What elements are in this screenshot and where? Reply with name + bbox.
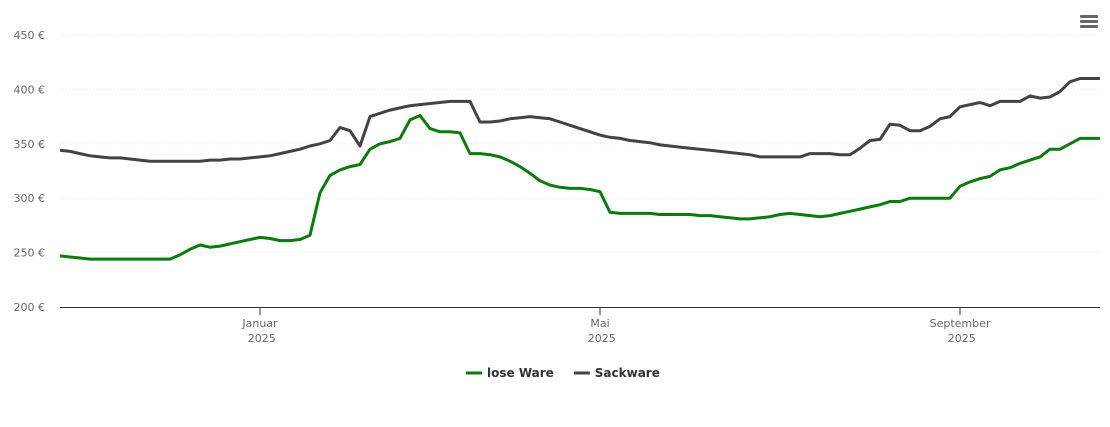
series-line — [59, 114, 1100, 261]
y-tick-label: 450 € — [14, 29, 46, 42]
x-tick-label-part: 2025 — [244, 332, 276, 345]
x-tick-label: Mai 2025 — [584, 317, 616, 345]
y-tick-label: 350 € — [14, 138, 46, 151]
x-tick-label-part: 2025 — [584, 332, 616, 345]
x-tick-label-part: Mai — [590, 317, 609, 330]
x-tick-label-part: September — [930, 317, 991, 330]
menu-icon[interactable] — [1080, 15, 1098, 28]
x-tick-label: September 2025 — [930, 317, 991, 345]
x-tick-label-part: Januar — [241, 317, 278, 330]
legend-item[interactable]: Sackware — [573, 366, 660, 380]
menu-bar[interactable] — [1080, 25, 1098, 28]
y-tick-label: 250 € — [14, 247, 46, 260]
legend-item[interactable]: lose Ware — [466, 366, 554, 380]
y-tick-label: 400 € — [14, 83, 46, 96]
legend-label[interactable]: Sackware — [595, 366, 660, 380]
series-line — [59, 77, 1100, 163]
menu-bar[interactable] — [1080, 15, 1098, 18]
y-tick-label: 200 € — [14, 301, 46, 314]
y-tick-label: 300 € — [14, 192, 46, 205]
x-tick-label: Januar 2025 — [241, 317, 278, 345]
legend-label[interactable]: lose Ware — [487, 366, 554, 380]
x-tick-label-part: 2025 — [944, 332, 976, 345]
menu-bar[interactable] — [1080, 20, 1098, 23]
